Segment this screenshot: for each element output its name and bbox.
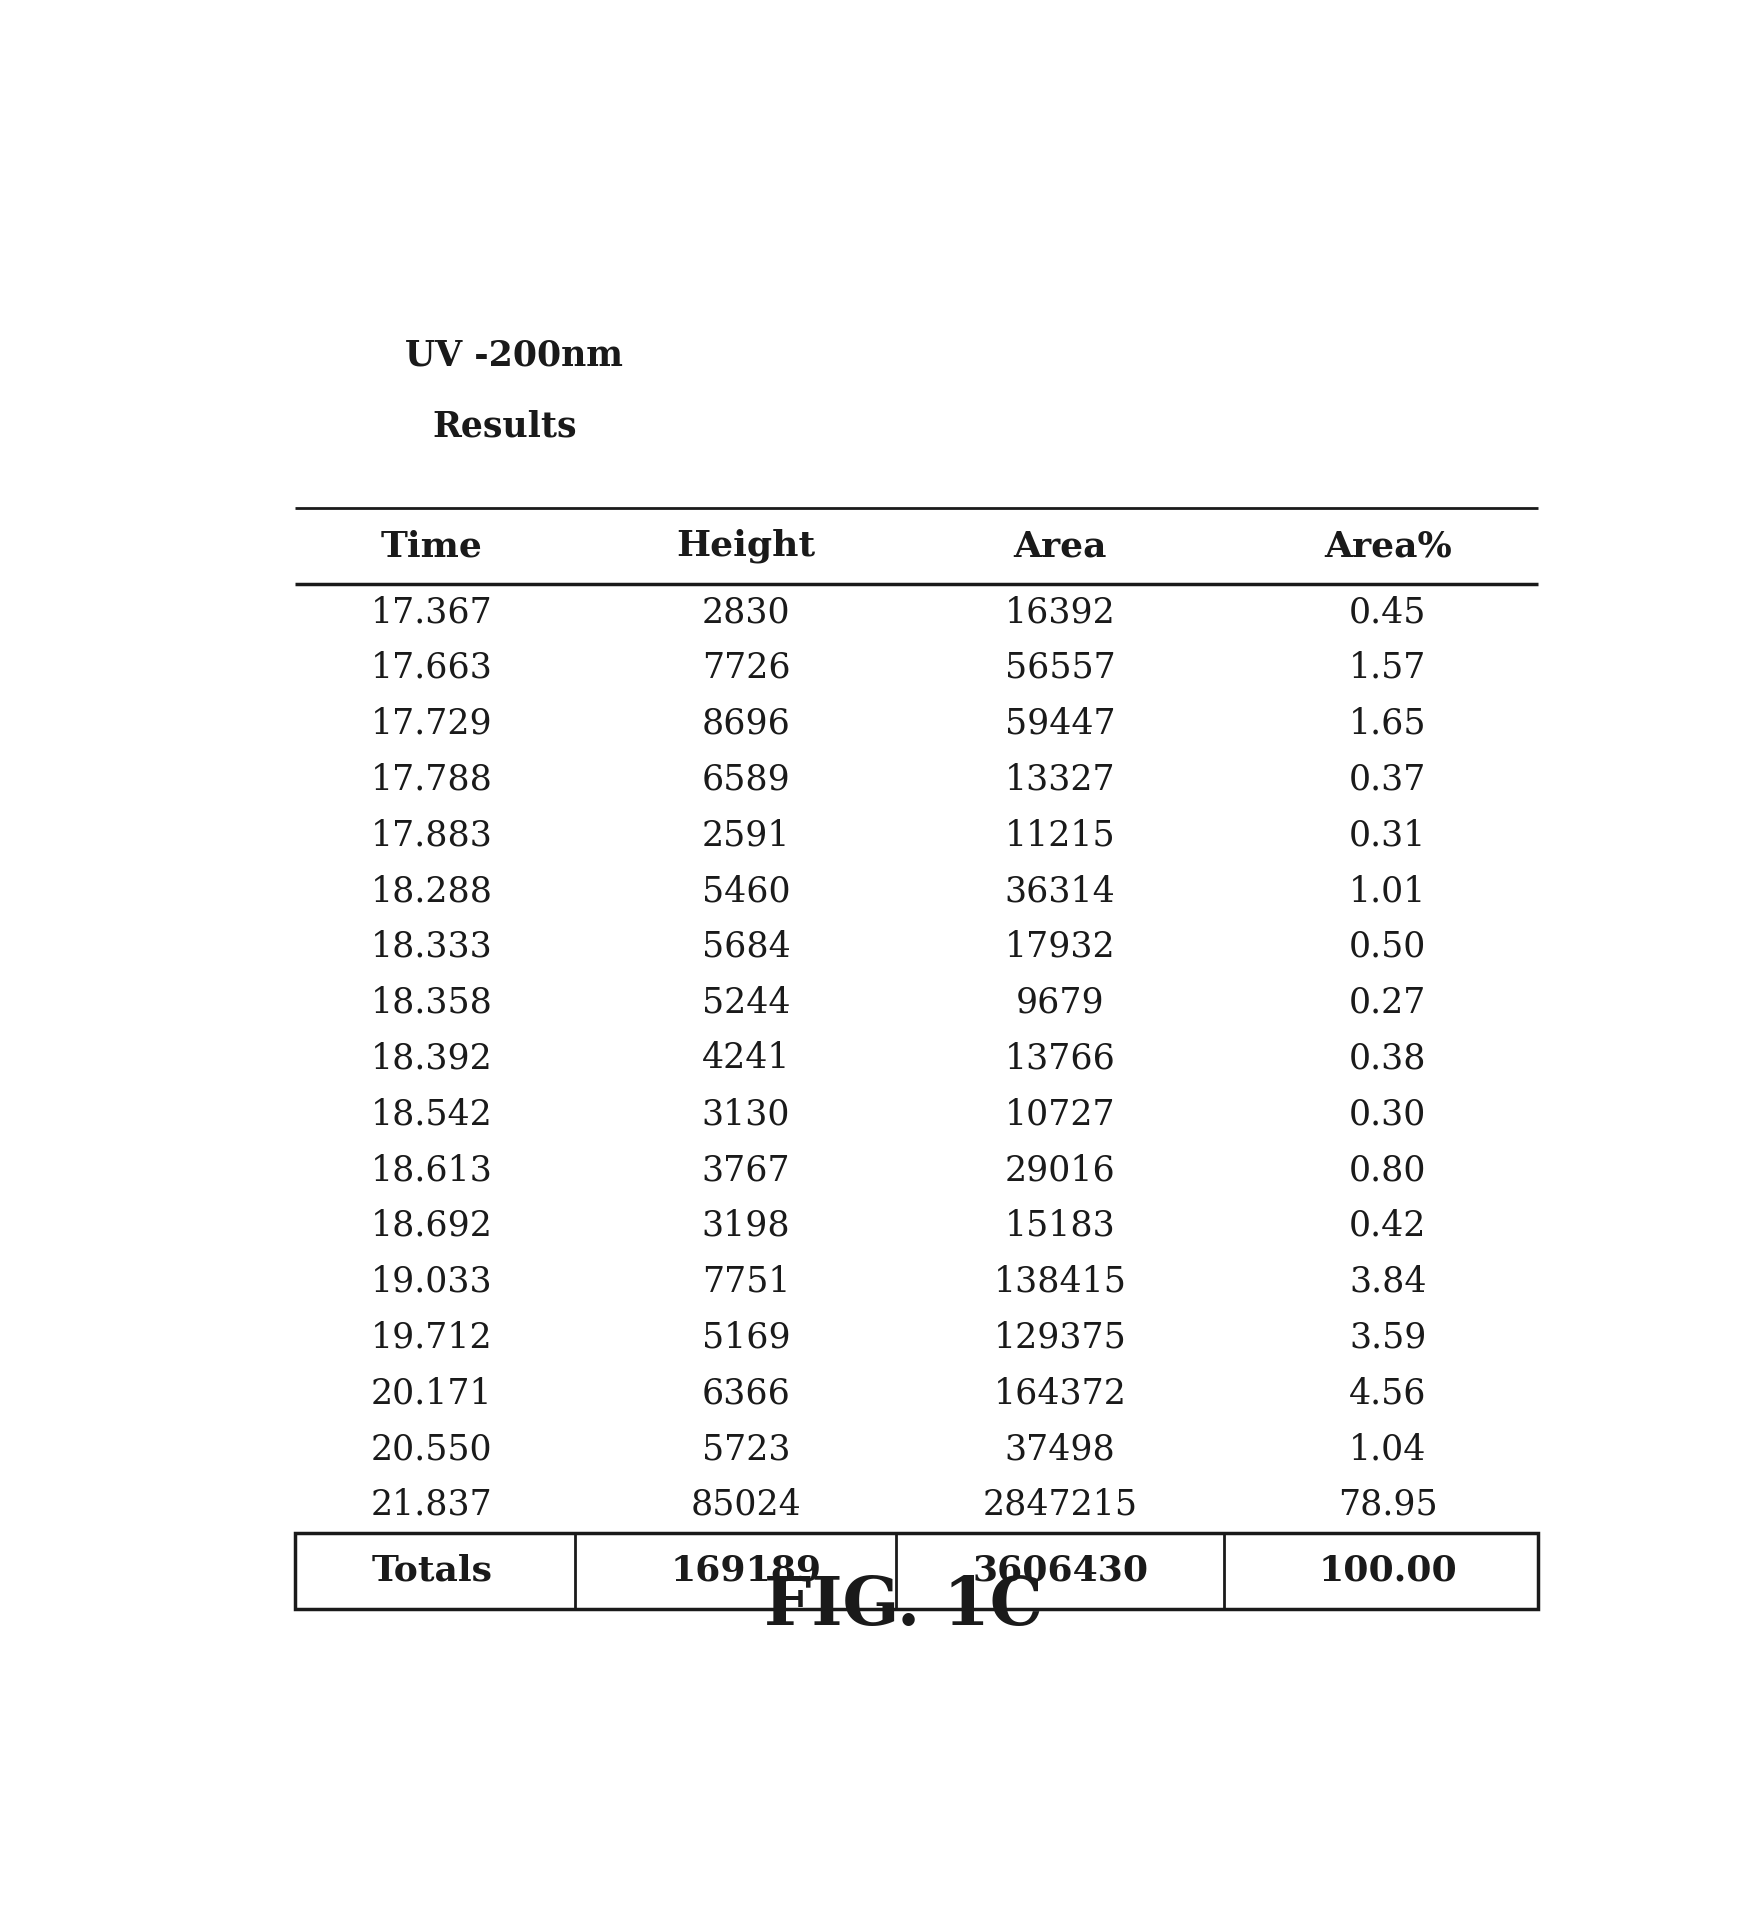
Text: 0.38: 0.38	[1350, 1041, 1427, 1076]
Text: 4241: 4241	[701, 1041, 789, 1076]
Text: 3767: 3767	[701, 1154, 791, 1186]
Text: Area%: Area%	[1323, 528, 1452, 563]
Text: 5723: 5723	[701, 1432, 789, 1466]
Text: 0.50: 0.50	[1350, 931, 1427, 963]
Text: 20.171: 20.171	[372, 1377, 493, 1411]
Text: 17.367: 17.367	[372, 595, 493, 629]
Text: 18.333: 18.333	[372, 931, 493, 963]
Text: 20.550: 20.550	[372, 1432, 493, 1466]
Text: 17.729: 17.729	[372, 707, 493, 740]
Text: 15183: 15183	[1004, 1209, 1115, 1243]
Text: 18.613: 18.613	[372, 1154, 493, 1186]
Text: 8696: 8696	[701, 707, 791, 740]
Text: 3130: 3130	[701, 1097, 789, 1131]
Text: 5460: 5460	[701, 873, 791, 908]
Text: 78.95: 78.95	[1337, 1487, 1438, 1522]
Text: 16392: 16392	[1004, 595, 1115, 629]
Text: 2830: 2830	[701, 595, 791, 629]
Text: 6366: 6366	[701, 1377, 791, 1411]
Text: 1.01: 1.01	[1350, 873, 1427, 908]
Text: 11215: 11215	[1004, 818, 1115, 852]
Text: 85024: 85024	[691, 1487, 802, 1522]
Text: 0.30: 0.30	[1350, 1097, 1427, 1131]
Text: 100.00: 100.00	[1318, 1554, 1457, 1589]
Text: 0.37: 0.37	[1350, 763, 1427, 797]
Text: 4.56: 4.56	[1350, 1377, 1427, 1411]
Text: 138415: 138415	[994, 1264, 1126, 1299]
Text: 164372: 164372	[994, 1377, 1126, 1411]
Text: 0.31: 0.31	[1350, 818, 1427, 852]
Text: 29016: 29016	[1004, 1154, 1115, 1186]
Text: 19.712: 19.712	[372, 1320, 493, 1354]
Text: 9679: 9679	[1015, 986, 1105, 1020]
Text: 2847215: 2847215	[983, 1487, 1138, 1522]
Text: 7726: 7726	[701, 650, 791, 685]
Text: 6589: 6589	[701, 763, 791, 797]
Text: 3.59: 3.59	[1350, 1320, 1427, 1354]
Text: UV -200nm: UV -200nm	[405, 339, 622, 374]
Bar	[296, 1533, 1538, 1610]
Text: 129375: 129375	[994, 1320, 1126, 1354]
Text: 0.45: 0.45	[1350, 595, 1427, 629]
Text: 56557: 56557	[1004, 650, 1115, 685]
Text: 5169: 5169	[701, 1320, 791, 1354]
Text: 5684: 5684	[701, 931, 791, 963]
Text: 0.80: 0.80	[1350, 1154, 1427, 1186]
Text: 21.837: 21.837	[372, 1487, 493, 1522]
Text: Area: Area	[1013, 528, 1107, 563]
Text: 18.692: 18.692	[372, 1209, 493, 1243]
Text: 18.392: 18.392	[372, 1041, 493, 1076]
Text: 0.27: 0.27	[1350, 986, 1427, 1020]
Text: 17932: 17932	[1004, 931, 1115, 963]
Text: 7751: 7751	[701, 1264, 789, 1299]
Text: 18.288: 18.288	[372, 873, 493, 908]
Text: 59447: 59447	[1004, 707, 1115, 740]
Text: 169189: 169189	[671, 1554, 821, 1589]
Text: 10727: 10727	[1004, 1097, 1115, 1131]
Text: Totals: Totals	[372, 1554, 492, 1589]
Text: 18.542: 18.542	[372, 1097, 493, 1131]
Text: 37498: 37498	[1004, 1432, 1115, 1466]
Text: 13766: 13766	[1004, 1041, 1115, 1076]
Text: 1.57: 1.57	[1350, 650, 1427, 685]
Text: 1.04: 1.04	[1350, 1432, 1427, 1466]
Text: 18.358: 18.358	[372, 986, 493, 1020]
Text: Results: Results	[432, 410, 576, 444]
Text: Time: Time	[381, 528, 483, 563]
Text: 3198: 3198	[701, 1209, 791, 1243]
Text: Height: Height	[677, 528, 816, 563]
Text: 19.033: 19.033	[372, 1264, 493, 1299]
Text: 0.42: 0.42	[1350, 1209, 1427, 1243]
Text: 17.663: 17.663	[372, 650, 493, 685]
Text: FIG. 1C: FIG. 1C	[763, 1573, 1043, 1638]
Text: 17.788: 17.788	[372, 763, 493, 797]
Text: 3606430: 3606430	[973, 1554, 1149, 1589]
Text: 1.65: 1.65	[1350, 707, 1427, 740]
Text: 17.883: 17.883	[372, 818, 493, 852]
Text: 13327: 13327	[1004, 763, 1115, 797]
Text: 3.84: 3.84	[1350, 1264, 1427, 1299]
Text: 5244: 5244	[701, 986, 789, 1020]
Text: 36314: 36314	[1004, 873, 1115, 908]
Text: 2591: 2591	[701, 818, 789, 852]
